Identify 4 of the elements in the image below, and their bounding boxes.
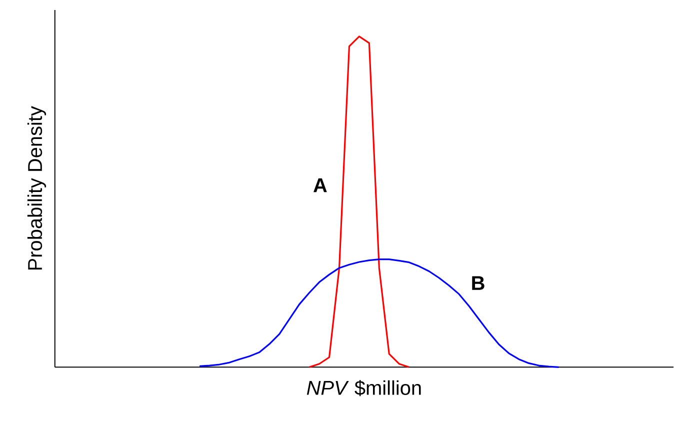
x-axis-title: NPV $million: [306, 380, 421, 396]
series-label: B: [472, 276, 484, 290]
y-axis-title: Probability Density: [27, 106, 46, 270]
series-label: A: [314, 178, 327, 192]
